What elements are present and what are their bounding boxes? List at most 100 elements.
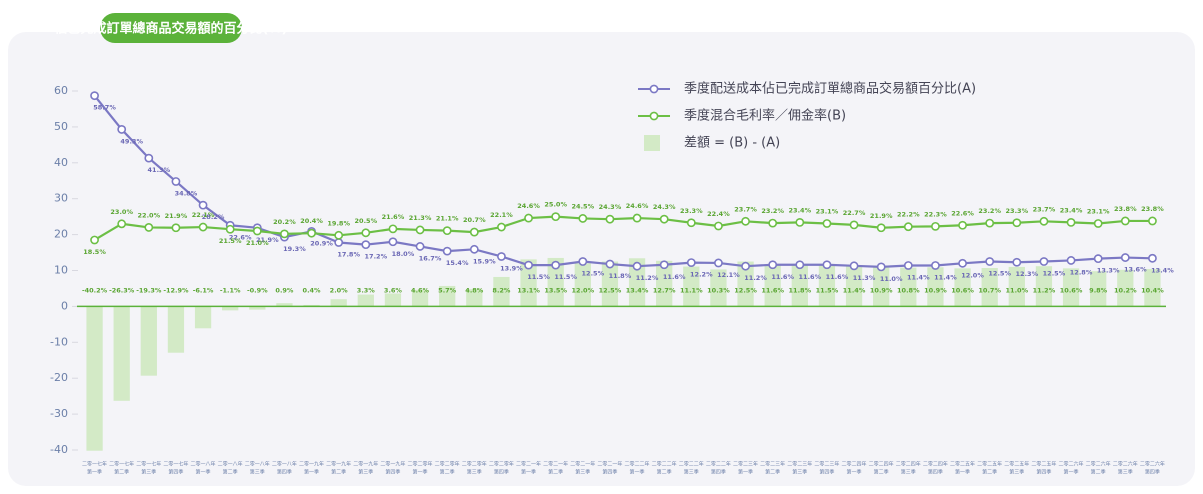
data-label: 22.6% xyxy=(229,233,252,241)
bar xyxy=(574,263,591,307)
x-tick-label: 二零二零年 xyxy=(489,461,514,468)
x-tick-label: 第四季 xyxy=(1145,469,1160,476)
data-label: 11.5% xyxy=(527,273,550,281)
x-tick-label: 第一季 xyxy=(304,469,319,476)
data-label: 49.3% xyxy=(120,137,143,145)
point xyxy=(822,260,832,270)
x-tick-label: 二零二四年 xyxy=(869,461,894,468)
data-label: 23.1% xyxy=(1087,207,1110,215)
data-label: 11.8% xyxy=(609,272,632,280)
x-tick-label: 第三季 xyxy=(141,469,156,476)
data-label: 12.3% xyxy=(1016,270,1039,278)
legend-swatch xyxy=(649,84,659,94)
data-label: 20.5% xyxy=(355,217,378,225)
legend-swatch xyxy=(644,135,660,151)
data-label: 21.9% xyxy=(256,236,279,244)
x-tick-label: 第二季 xyxy=(114,469,129,476)
data-label: 13.3% xyxy=(1097,267,1120,275)
data-label: 5.7% xyxy=(438,286,457,294)
y-tick-label: 30 xyxy=(54,192,68,205)
y-tick-label: 20 xyxy=(54,228,68,241)
data-label: 10.9% xyxy=(870,286,893,294)
data-label: 11.2% xyxy=(744,274,767,282)
bar xyxy=(411,289,429,307)
bar xyxy=(1117,269,1134,307)
y-tick-label: 50 xyxy=(54,120,68,133)
point xyxy=(876,262,886,272)
data-label: 21.5% xyxy=(219,237,242,245)
point xyxy=(551,260,561,270)
data-label: 15.9% xyxy=(473,257,496,265)
data-label: 12.7% xyxy=(653,286,676,294)
bar xyxy=(900,267,917,307)
y-tick-label: -40 xyxy=(50,443,68,456)
title-pill xyxy=(100,13,242,43)
x-tick-label: 第四季 xyxy=(602,469,617,476)
x-tick-label: 二零二二年 xyxy=(706,461,731,468)
point xyxy=(252,226,262,236)
data-label: -26.3% xyxy=(109,286,135,294)
data-label: 13.4% xyxy=(1151,266,1174,274)
data-label: 23.2% xyxy=(761,207,784,215)
data-label: 22.3% xyxy=(924,210,947,218)
data-label: 34.8% xyxy=(175,189,198,197)
data-label: 21.1% xyxy=(436,215,459,223)
point xyxy=(578,214,588,223)
bar xyxy=(683,266,700,307)
data-label: 23.7% xyxy=(734,205,757,213)
data-label: 23.7% xyxy=(1033,205,1056,213)
x-tick-label: 第三季 xyxy=(358,469,373,476)
data-label: 10.2% xyxy=(1114,286,1137,294)
bar xyxy=(439,285,456,307)
x-tick-label: 二零一九年 xyxy=(380,461,405,468)
data-label: 10.6% xyxy=(1060,286,1083,294)
data-label: 11.4% xyxy=(907,273,930,281)
data-label: 10.8% xyxy=(897,286,920,294)
data-label: 11.6% xyxy=(799,273,822,281)
x-tick-label: 二零二五年 xyxy=(1004,461,1029,468)
bar xyxy=(466,289,483,307)
point xyxy=(497,222,506,232)
data-label: 10.7% xyxy=(978,286,1001,294)
point xyxy=(632,213,642,223)
data-label: 11.6% xyxy=(761,286,784,294)
data-label: 20.4% xyxy=(300,217,323,225)
x-tick-label: 二零二三年 xyxy=(760,461,785,468)
data-label: 24.6% xyxy=(517,202,540,210)
point xyxy=(198,222,208,232)
x-tick-label: 第二季 xyxy=(874,469,889,476)
point xyxy=(578,257,588,266)
data-label: 58.7% xyxy=(93,104,116,112)
x-tick-label: 二零二二年 xyxy=(679,461,704,468)
point xyxy=(1148,253,1157,263)
data-label: 11.1% xyxy=(680,286,703,294)
x-tick-label: 第一季 xyxy=(87,469,102,476)
point xyxy=(741,261,750,271)
data-label: 23.4% xyxy=(789,206,812,214)
x-tick-label: 第二季 xyxy=(982,469,997,476)
data-label: 11.0% xyxy=(1006,286,1029,294)
bar xyxy=(384,293,402,307)
x-tick-label: 第二季 xyxy=(1091,469,1106,476)
data-label: -1.1% xyxy=(220,286,241,294)
x-tick-label: 第三季 xyxy=(684,469,699,476)
y-tick-label: 60 xyxy=(54,84,68,97)
bar xyxy=(547,257,564,307)
data-label: 10.6% xyxy=(951,286,974,294)
x-tick-label: 二零二二年 xyxy=(625,461,650,468)
point xyxy=(849,261,859,271)
data-label: 20.9% xyxy=(310,239,333,247)
point xyxy=(741,216,750,226)
x-tick-label: 二零二一年 xyxy=(543,461,568,468)
legend-label: 差額 = (B) - (A) xyxy=(684,136,780,151)
data-label: 12.5% xyxy=(599,286,622,294)
x-tick-label: 二零二六年 xyxy=(1086,461,1111,468)
data-label: 0.9% xyxy=(275,286,294,294)
x-tick-label: 第二季 xyxy=(223,469,238,476)
x-tick-label: 第一季 xyxy=(521,469,536,476)
point xyxy=(334,238,344,247)
bar xyxy=(656,260,673,307)
point xyxy=(388,224,398,234)
x-tick-label: 二零一九年 xyxy=(299,461,324,468)
bar xyxy=(954,268,971,307)
